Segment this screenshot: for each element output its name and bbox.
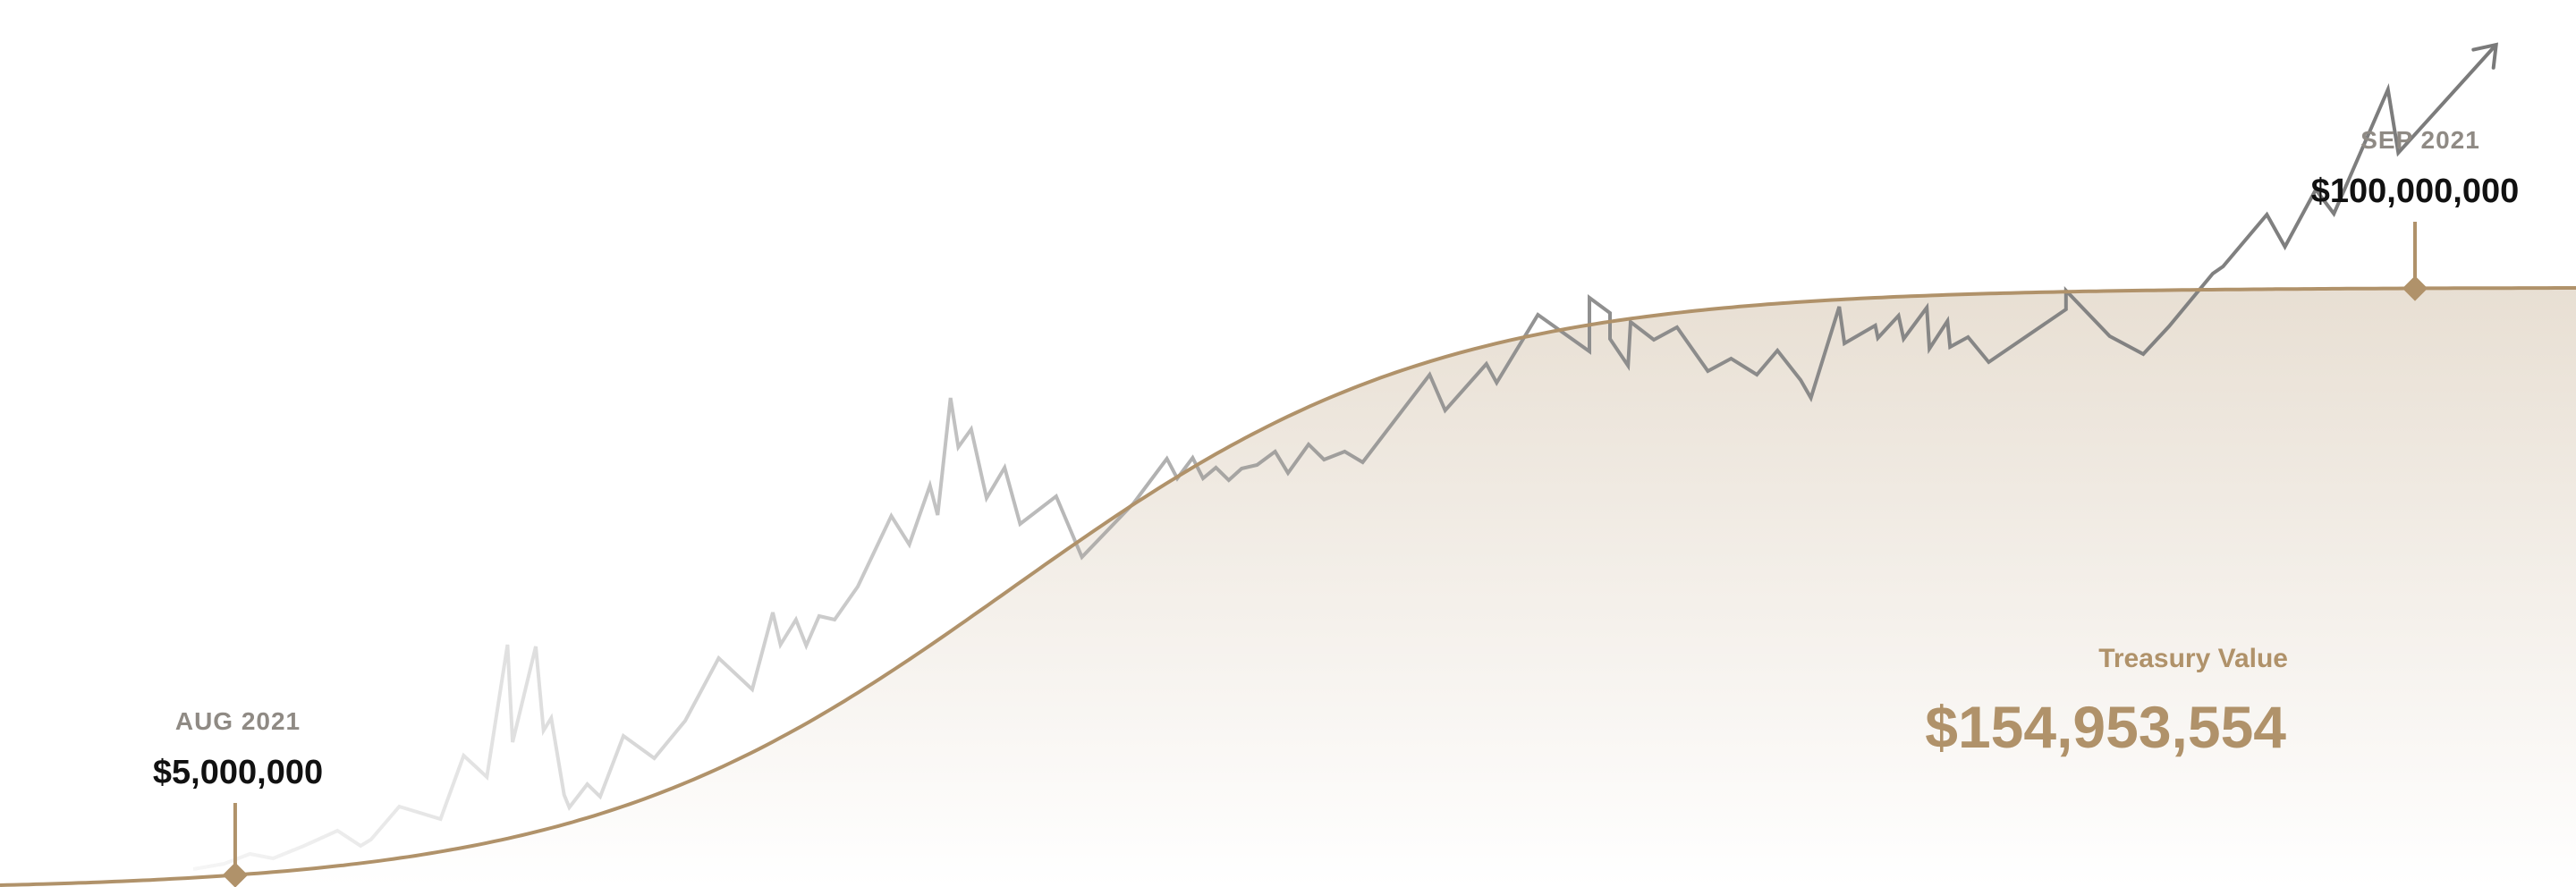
marker-sep-2021: SEP 2021 $100,000,000 <box>2311 126 2519 301</box>
treasury-value-label: Treasury Value <box>2098 644 2288 673</box>
marker-aug-2021: AUG 2021 $5,000,000 <box>153 707 323 887</box>
marker-diamond-icon <box>2402 275 2428 301</box>
marker-month-label: SEP 2021 <box>2360 126 2480 154</box>
treasury-growth-curve <box>0 286 2576 887</box>
treasury-value-amount: $154,953,554 <box>1925 694 2286 760</box>
treasury-area-fill <box>0 288 2576 887</box>
price-arrow-icon <box>2471 42 2499 70</box>
marker-amount-label: $5,000,000 <box>153 754 323 791</box>
marker-diamond-icon <box>222 862 249 887</box>
price-series-line <box>192 43 2498 871</box>
marker-amount-label: $100,000,000 <box>2311 173 2519 210</box>
treasury-value-block: Treasury Value $154,953,554 <box>1925 644 2288 760</box>
marker-month-label: AUG 2021 <box>175 707 301 735</box>
